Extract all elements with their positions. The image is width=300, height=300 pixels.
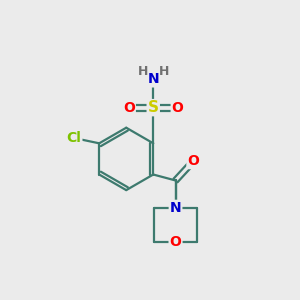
Text: S: S <box>148 100 159 115</box>
Text: O: O <box>169 235 181 249</box>
Text: O: O <box>123 100 135 115</box>
Text: Cl: Cl <box>67 131 81 145</box>
Text: O: O <box>188 154 199 168</box>
Text: N: N <box>147 72 159 86</box>
Text: H: H <box>138 64 148 78</box>
Text: H: H <box>158 64 169 78</box>
Text: N: N <box>170 201 182 215</box>
Text: O: O <box>172 100 184 115</box>
